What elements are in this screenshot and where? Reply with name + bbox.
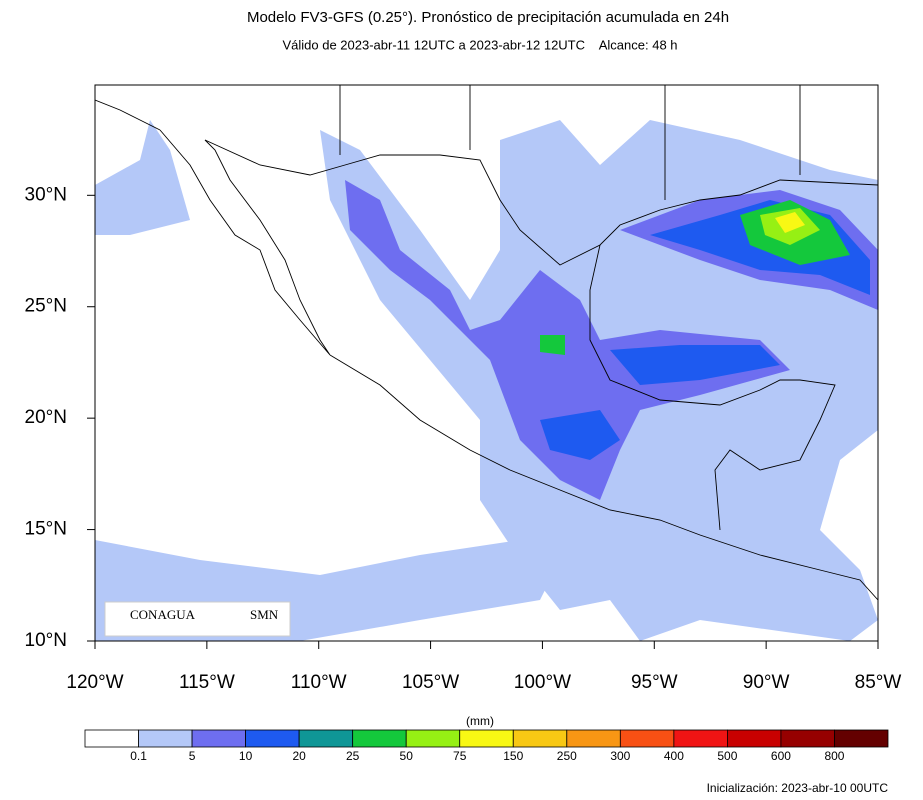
y-tick-label: 15°N	[25, 519, 67, 540]
x-tick-label: 105°W	[402, 672, 459, 693]
title: Modelo FV3-GFS (0.25°). Pronóstico de pr…	[247, 9, 729, 26]
units: (mm)	[466, 714, 494, 728]
colorbar-box	[512, 729, 568, 748]
colorbar-label: 10	[239, 749, 253, 763]
colorbar-box	[780, 729, 835, 748]
precip	[95, 120, 878, 641]
colorbar-label: 50	[400, 749, 414, 763]
colorbar-box	[84, 729, 139, 748]
map-frame	[94, 84, 879, 642]
x-tick-label: 90°W	[743, 672, 790, 693]
x-tick-label: 115°W	[179, 672, 235, 693]
colorbar-label: 0.1	[130, 749, 147, 763]
colorbar-label: 25	[346, 749, 360, 763]
colorbar-label: 600	[771, 749, 791, 763]
colorbar-label: 300	[610, 749, 630, 763]
colorbar-box	[619, 729, 675, 748]
colorbar-box	[352, 729, 407, 748]
x-tick-label: 85°W	[855, 672, 902, 693]
x-tick-label: 100°W	[514, 672, 571, 693]
colorbar-box	[405, 729, 461, 748]
colorbar-box	[566, 729, 621, 748]
logo-smn: SMN	[250, 607, 279, 622]
y-tick-label: 10°N	[25, 630, 67, 651]
colorbar-label: 500	[717, 749, 737, 763]
x-tick-label: 95°W	[631, 672, 678, 693]
colorbar-label: 75	[453, 749, 467, 763]
colorbar-box	[834, 729, 889, 748]
colorbar-label: 250	[557, 749, 577, 763]
map: 120°W 115°W 110°W 105°W 100°W 95°W 90°W 85°W 10°…	[25, 84, 902, 693]
colorbar-label: 150	[503, 749, 523, 763]
coastlines	[95, 85, 878, 601]
colorbar-box	[459, 729, 514, 748]
colorbar-label: 20	[292, 749, 306, 763]
y-tick-label: 30°N	[25, 184, 67, 205]
logo-box	[104, 601, 291, 637]
footer: Inicialización: 2023-abr-10 00UTC	[707, 781, 889, 795]
x-tick-label: 110°W	[291, 672, 347, 693]
colorbar-label: 800	[824, 749, 844, 763]
logo-conagua: CONAGUA	[130, 607, 196, 622]
colorbar-box	[138, 729, 193, 748]
colorbar: 0.1 5 10 20 25 50 75 150 250 300 400 500 600 800	[84, 729, 889, 763]
colorbar-box	[245, 729, 300, 748]
y-tick-label: 25°N	[25, 296, 67, 317]
colorbar-box	[298, 729, 354, 748]
colorbar-box	[673, 729, 728, 748]
colorbar-box	[191, 729, 246, 748]
y-tick-label: 20°N	[25, 407, 67, 428]
x-tick-label: 120°W	[66, 672, 123, 693]
colorbar-label: 400	[664, 749, 684, 763]
colorbar-label: 5	[189, 749, 196, 763]
colorbar-box	[727, 729, 782, 748]
subtitle: Válido de 2023-abr-11 12UTC a 2023-abr-1…	[282, 37, 677, 52]
